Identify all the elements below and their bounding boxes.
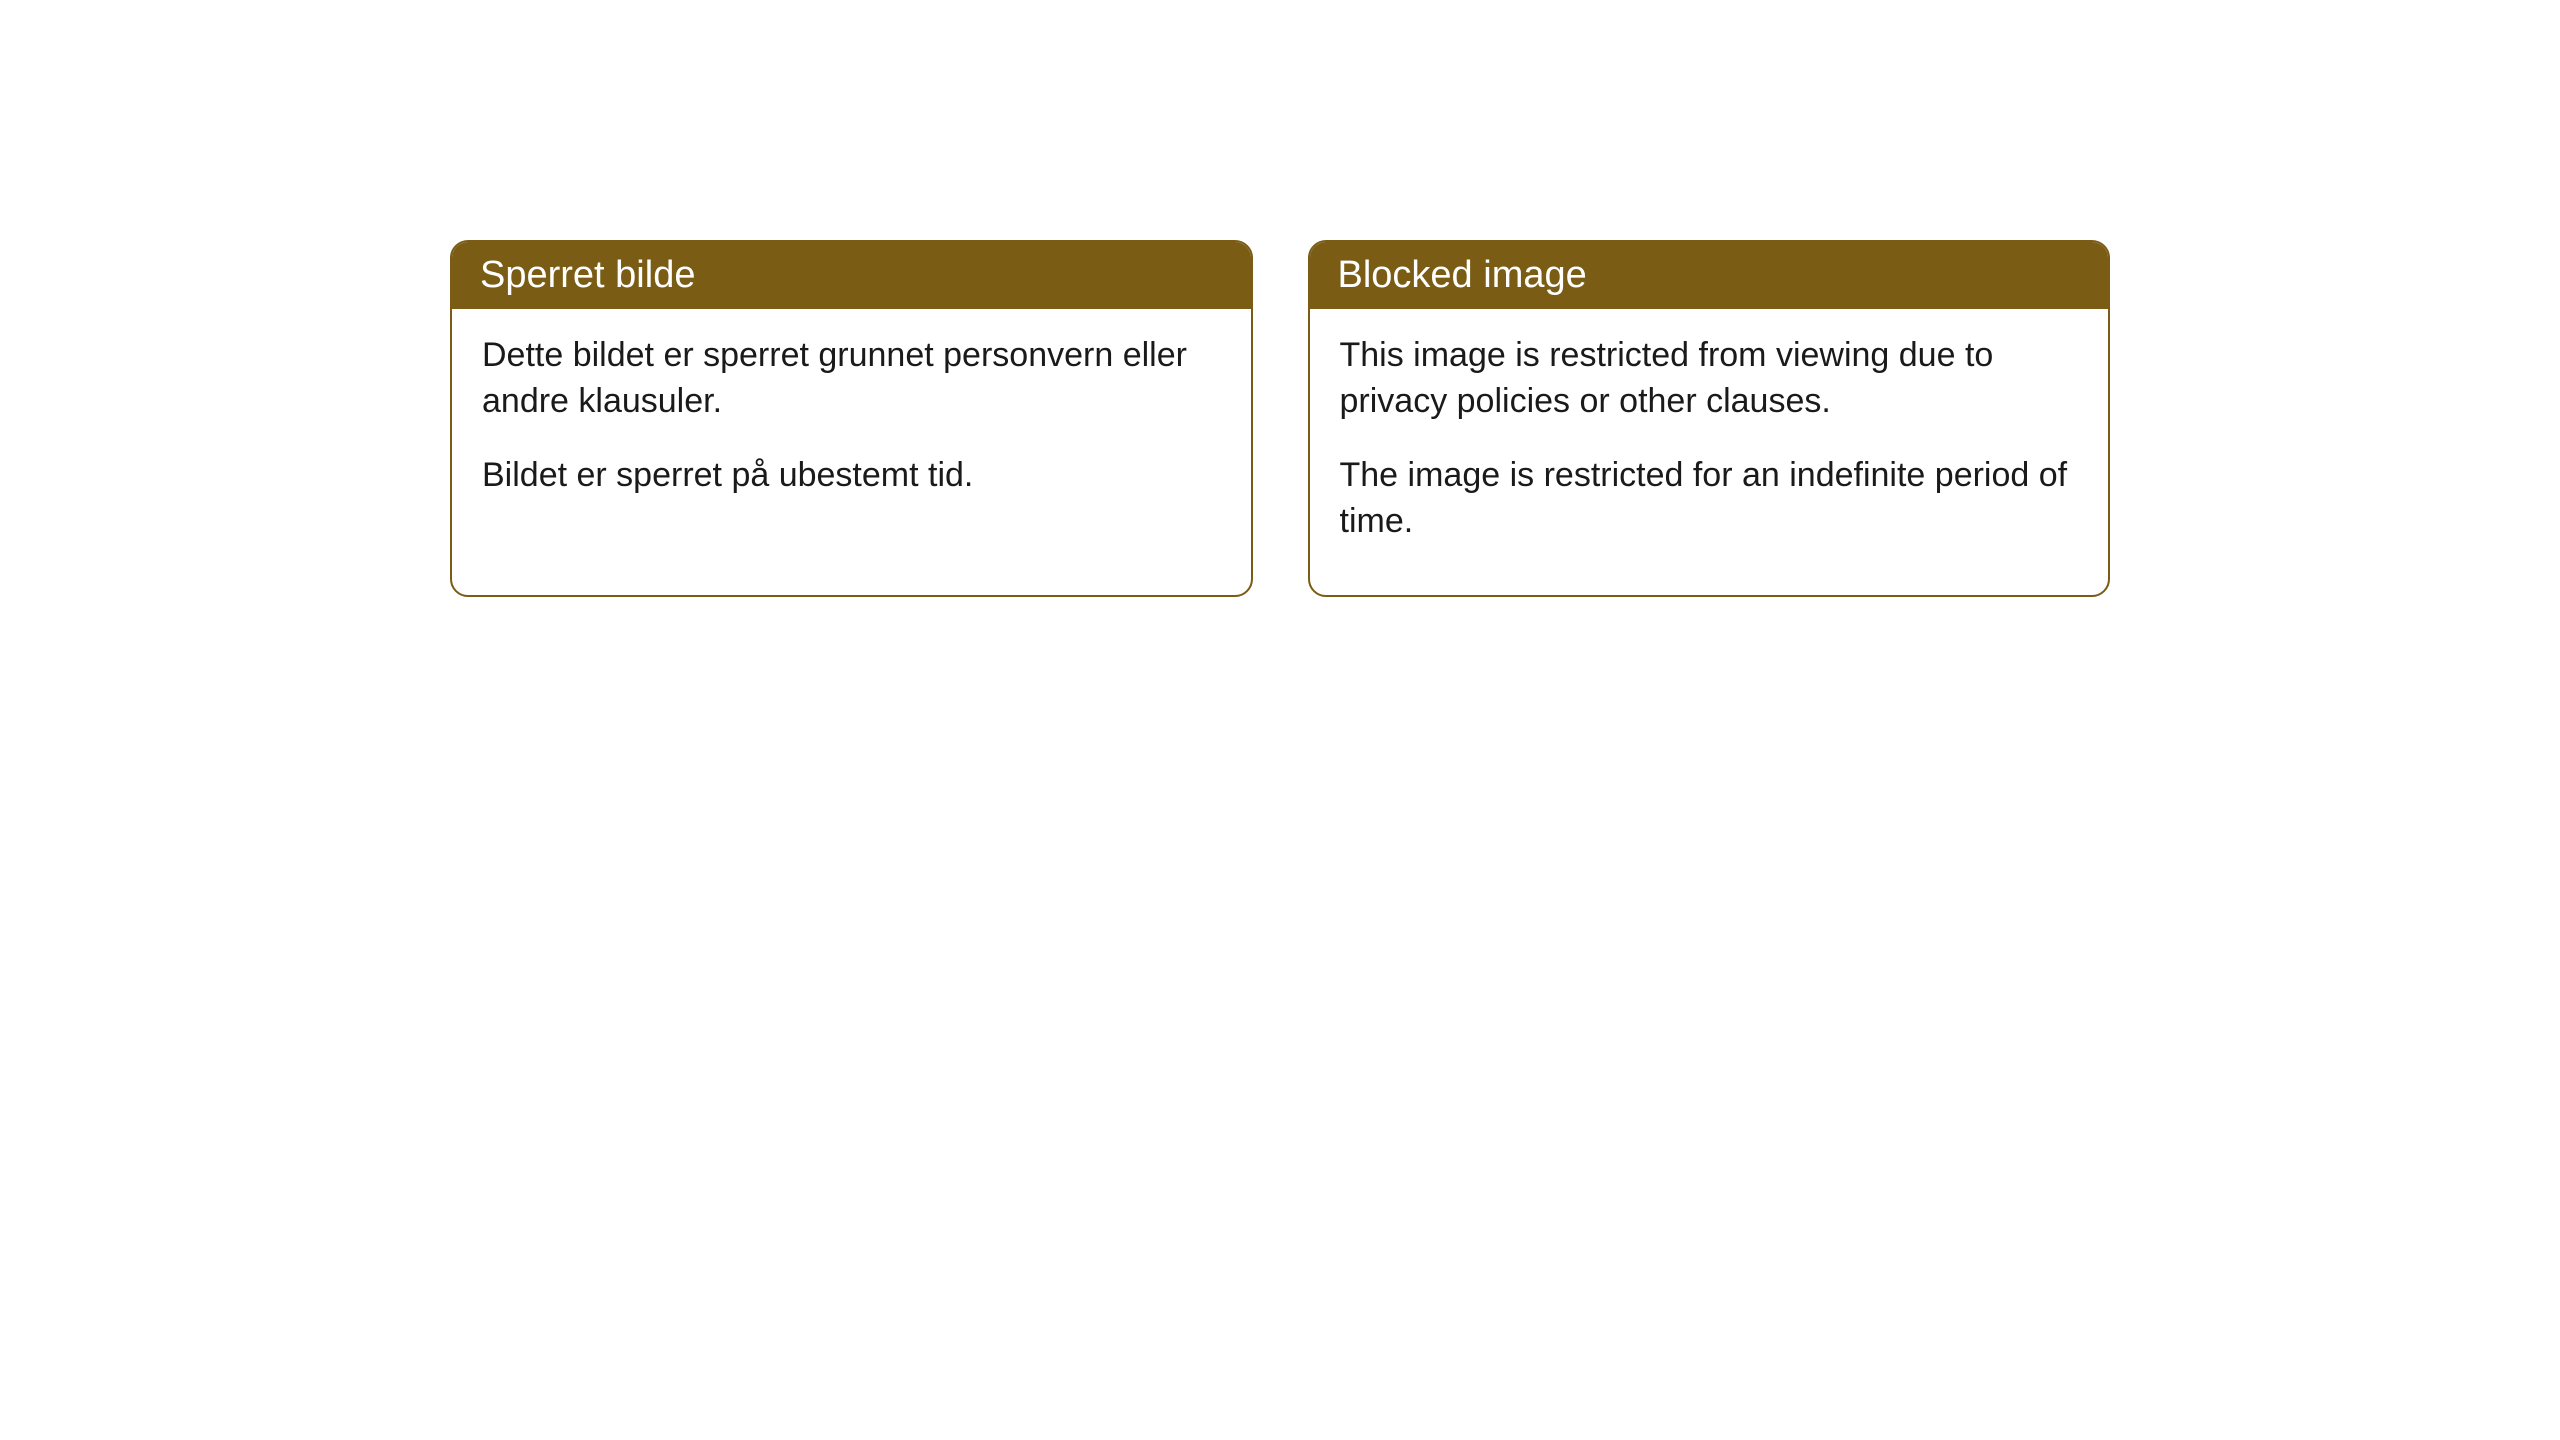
card-body: Dette bildet er sperret grunnet personve… [452, 309, 1251, 549]
card-paragraph: This image is restricted from viewing du… [1340, 333, 2079, 425]
card-title: Sperret bilde [480, 254, 695, 296]
notice-card-norwegian: Sperret bilde Dette bildet er sperret gr… [450, 240, 1253, 597]
card-header: Sperret bilde [452, 242, 1251, 309]
card-paragraph: Bildet er sperret på ubestemt tid. [482, 453, 1221, 499]
card-paragraph: The image is restricted for an indefinit… [1340, 453, 2079, 545]
notice-cards-container: Sperret bilde Dette bildet er sperret gr… [0, 240, 2560, 597]
card-paragraph: Dette bildet er sperret grunnet personve… [482, 333, 1221, 425]
card-title: Blocked image [1338, 254, 1587, 296]
card-header: Blocked image [1310, 242, 2109, 309]
card-body: This image is restricted from viewing du… [1310, 309, 2109, 595]
notice-card-english: Blocked image This image is restricted f… [1308, 240, 2111, 597]
